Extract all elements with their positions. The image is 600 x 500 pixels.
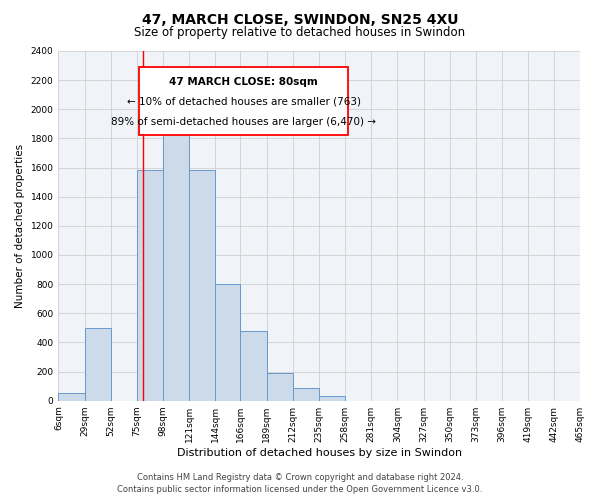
- Text: Size of property relative to detached houses in Swindon: Size of property relative to detached ho…: [134, 26, 466, 39]
- Text: ← 10% of detached houses are smaller (763): ← 10% of detached houses are smaller (76…: [127, 96, 361, 106]
- Bar: [85, 328, 111, 400]
- Bar: [319, 396, 345, 400]
- Bar: [293, 388, 319, 400]
- Bar: [215, 284, 241, 401]
- Bar: [266, 373, 293, 400]
- FancyBboxPatch shape: [139, 66, 348, 135]
- Bar: [241, 331, 266, 400]
- Y-axis label: Number of detached properties: Number of detached properties: [15, 144, 25, 308]
- Bar: [163, 116, 189, 401]
- X-axis label: Distribution of detached houses by size in Swindon: Distribution of detached houses by size …: [177, 448, 462, 458]
- Text: 47, MARCH CLOSE, SWINDON, SN25 4XU: 47, MARCH CLOSE, SWINDON, SN25 4XU: [142, 12, 458, 26]
- Text: 89% of semi-detached houses are larger (6,470) →: 89% of semi-detached houses are larger (…: [111, 118, 376, 128]
- Bar: [58, 394, 85, 400]
- Bar: [189, 170, 215, 400]
- Text: 47 MARCH CLOSE: 80sqm: 47 MARCH CLOSE: 80sqm: [169, 77, 318, 87]
- Bar: [137, 170, 163, 400]
- Text: Contains HM Land Registry data © Crown copyright and database right 2024.
Contai: Contains HM Land Registry data © Crown c…: [118, 472, 482, 494]
